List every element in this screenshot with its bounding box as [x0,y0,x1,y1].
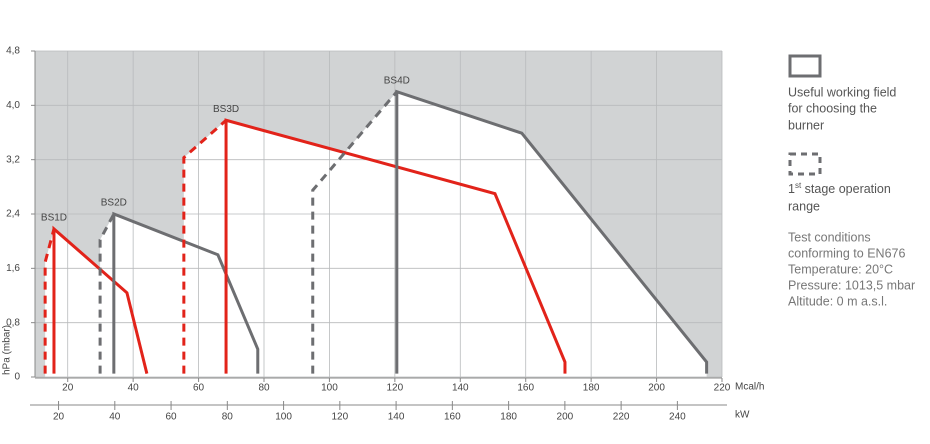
x2-axis-label: kW [735,410,750,421]
x-tick-label: 220 [714,383,731,394]
series-label: BS4D [384,75,410,86]
legend-text: Useful working field [788,85,896,99]
x-tick-label: 100 [321,383,338,394]
legend-text: 1st stage operation [788,181,891,196]
x-tick-label: 60 [193,383,205,394]
legend-text: range [788,199,820,213]
legend-solid-icon [788,54,822,78]
x2-tick-label: 140 [388,412,405,423]
x2-tick-label: 80 [222,412,234,423]
x2-tick-label: 40 [109,412,121,423]
y-tick-label: 0,8 [6,317,20,328]
x-tick-label: 200 [648,383,665,394]
x2-tick-label: 200 [557,412,574,423]
x2-tick-label: 180 [500,412,517,423]
x2-tick-label: 20 [53,412,65,423]
x2-tick-label: 240 [669,412,686,423]
y-tick-label: 2,4 [6,209,20,220]
field-background [312,91,707,377]
x-tick-label: 40 [128,383,140,394]
conditions-text: Pressure: 1013,5 mbar [788,278,915,292]
x2-tick-label: 220 [613,412,630,423]
conditions-text: Temperature: 20°C [788,262,893,276]
working-field-line [224,118,567,374]
x2-tick-label: 120 [331,412,348,423]
y-tick-label: 4,0 [6,100,20,111]
y-tick-label: 0 [14,372,20,383]
series-label: BS1D [41,213,67,224]
working-field-line [52,225,149,374]
y-tick-label: 1,6 [6,263,20,274]
y-tick-label: 3,2 [6,154,20,165]
legend-text: 1 [788,182,795,196]
legend-text: for choosing the [788,101,877,115]
series-label: BS2D [101,198,127,209]
stage1-line [98,213,116,374]
x-axis-label: Mcal/h [735,382,764,393]
legend-text: st [795,181,802,190]
y-tick-label: 4,8 [6,46,20,57]
conditions-text: Altitude: 0 m a.s.l. [788,294,887,308]
x-tick-label: 80 [258,383,270,394]
x-tick-label: 180 [583,383,600,394]
stage1-line [311,90,398,374]
stage1-line [182,119,228,374]
x-tick-label: 160 [517,383,534,394]
y-axis-label: hPa (mbar) [2,325,13,375]
legend-dashed-icon [788,152,822,176]
working-field-line [112,211,260,374]
x2-tick-label: 60 [165,412,177,423]
legend-text: stage operation [801,182,891,196]
x-tick-label: 20 [62,383,74,394]
x2-tick-label: 100 [275,412,292,423]
x2-tick-label: 160 [444,412,461,423]
x-tick-label: 120 [387,383,404,394]
x-tick-label: 140 [452,383,469,394]
working-field-line [395,89,709,374]
conditions-text: Test conditions [788,230,871,244]
series-label: BS3D [213,104,239,115]
conditions-text: conforming to EN676 [788,246,905,260]
legend-text: burner [788,118,824,132]
